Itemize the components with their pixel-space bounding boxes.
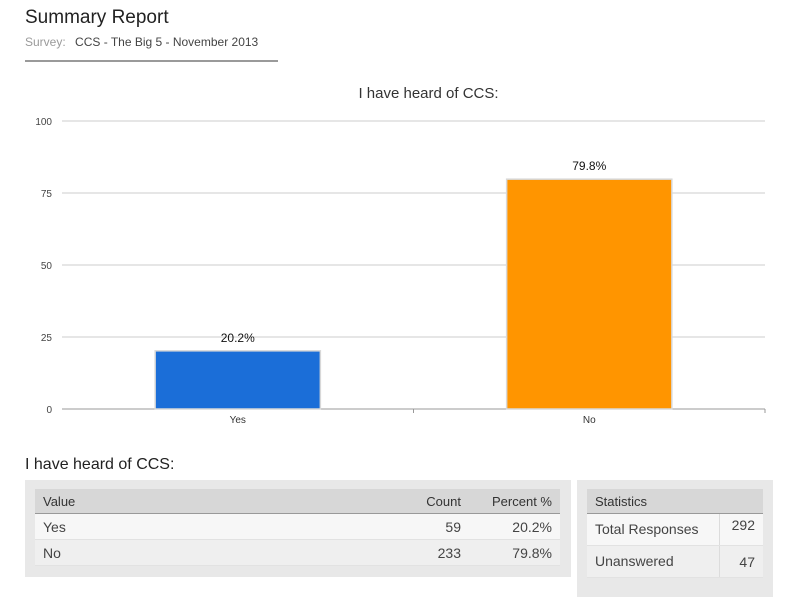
survey-name: CCS - The Big 5 - November 2013	[75, 35, 259, 49]
x-tick-label: No	[583, 415, 596, 426]
results-heading: I have heard of CCS:	[25, 456, 175, 473]
row-count: 233	[381, 539, 469, 566]
y-tick-label: 100	[35, 117, 52, 128]
column-header-value: Value	[35, 489, 381, 514]
report-subtitle: Survey: CCS - The Big 5 - November 2013	[25, 34, 278, 62]
stat-value: 47	[719, 545, 763, 578]
row-percent: 20.2%	[469, 513, 560, 540]
row-count: 59	[381, 513, 469, 540]
chart-title: I have heard of CCS:	[358, 85, 498, 102]
survey-label: Survey:	[25, 35, 66, 49]
row-percent: 79.8%	[469, 539, 560, 566]
stat-label: Total Responses	[587, 513, 720, 546]
report-title: Summary Report	[25, 7, 169, 28]
stat-value: 292	[719, 513, 763, 546]
table-row: No 233 79.8%	[35, 539, 560, 566]
y-tick-label: 0	[46, 405, 52, 416]
row-value: Yes	[35, 513, 381, 540]
results-header-row: Value Count Percent %	[35, 489, 560, 514]
bar-yes	[154, 350, 322, 410]
y-tick-label: 75	[41, 189, 53, 200]
data-label: 79.8%	[572, 159, 606, 173]
y-tick-label: 50	[41, 261, 53, 272]
bar-chart: I have heard of CCS: 0 25 50 75 100 20.2% Yes 79…	[35, 85, 766, 426]
row-value: No	[35, 539, 381, 566]
stat-row: Unanswered 47	[587, 545, 763, 578]
report-header: Summary Report Survey: CCS - The Big 5 -…	[25, 6, 278, 62]
statistics-header-row: Statistics	[587, 489, 763, 514]
x-tick-label: Yes	[230, 415, 246, 426]
column-header-percent: Percent %	[469, 489, 560, 514]
stat-row: Total Responses 292	[587, 513, 763, 546]
statistics-header: Statistics	[587, 489, 763, 514]
statistics-panel: Statistics Total Responses 292 Unanswere…	[577, 480, 773, 597]
column-header-count: Count	[381, 489, 469, 514]
results-panel: Value Count Percent % Yes 59 20.2% No 23…	[25, 480, 571, 577]
table-row: Yes 59 20.2%	[35, 513, 560, 540]
bar-no	[505, 178, 673, 410]
stat-label: Unanswered	[587, 545, 720, 578]
y-tick-label: 25	[41, 333, 53, 344]
results-table: Value Count Percent % Yes 59 20.2% No 23…	[35, 489, 560, 566]
statistics-table: Statistics Total Responses 292 Unanswere…	[587, 489, 763, 578]
data-label: 20.2%	[221, 331, 255, 345]
